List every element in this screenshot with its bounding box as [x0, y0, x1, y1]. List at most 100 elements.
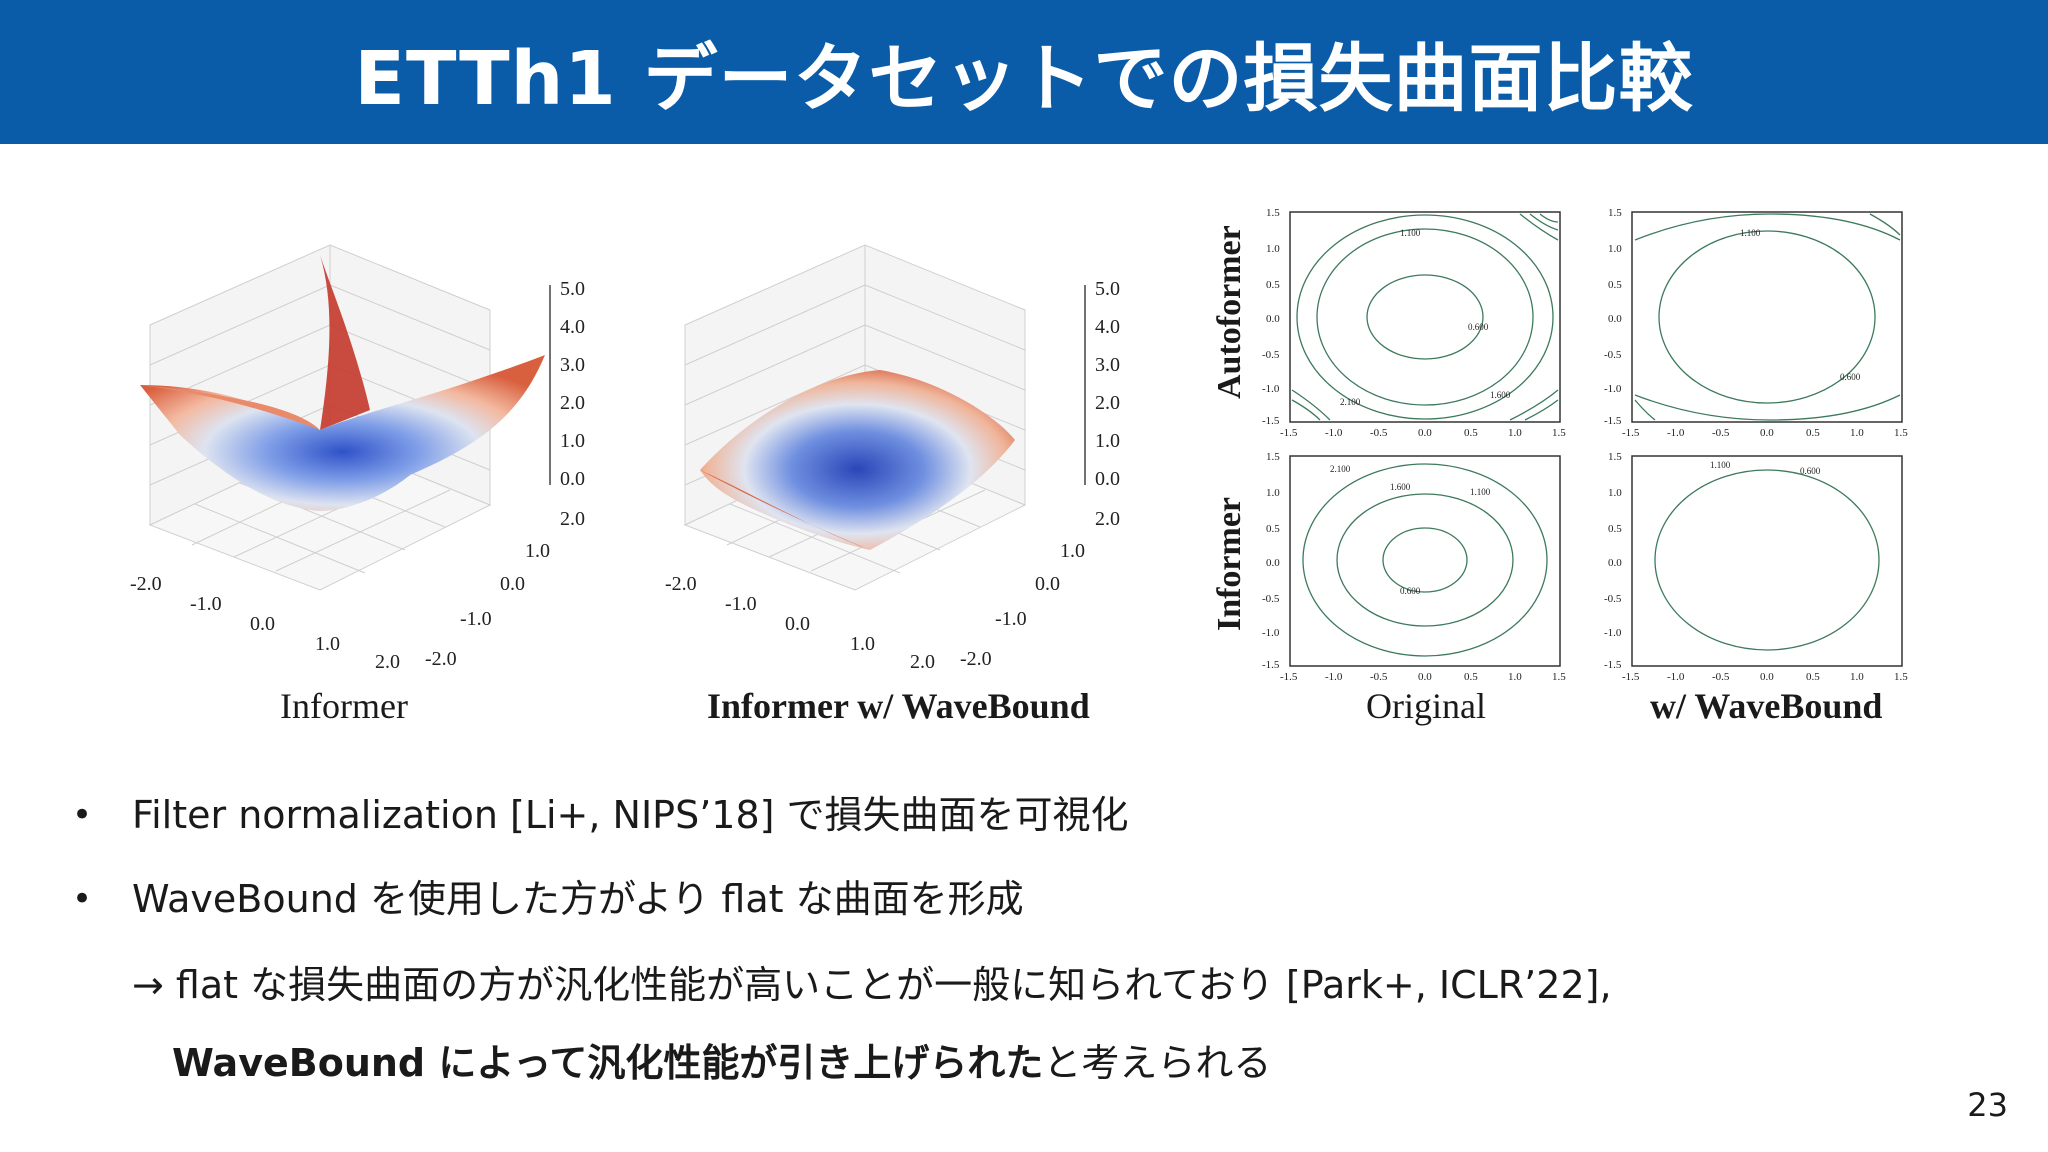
bullet-dot: • — [72, 795, 93, 835]
svg-text:-1.5: -1.5 — [1622, 671, 1640, 683]
svg-text:2.0: 2.0 — [560, 392, 585, 414]
svg-text:0.5: 0.5 — [1464, 427, 1478, 439]
svg-text:1.0: 1.0 — [1266, 243, 1280, 255]
svg-text:-1.5: -1.5 — [1280, 671, 1298, 683]
svg-text:1.0: 1.0 — [1608, 243, 1622, 255]
svg-text:1.0: 1.0 — [1608, 487, 1622, 499]
contour-grid: 1.100 0.600 1.600 2.100 1.100 0.600 2.10… — [1262, 207, 1908, 683]
svg-text:2.0: 2.0 — [375, 651, 400, 673]
svg-text:0.0: 0.0 — [250, 613, 275, 635]
svg-text:1.5: 1.5 — [1894, 671, 1908, 683]
svg-text:0.5: 0.5 — [1806, 427, 1820, 439]
svg-text:-1.0: -1.0 — [1604, 627, 1622, 639]
surface-plot-informer-wavebound: 5.0 4.0 3.0 2.0 1.0 0.0 -2.0 -1.0 0.0 1.… — [665, 244, 1120, 673]
svg-text:1.600: 1.600 — [1390, 482, 1411, 492]
svg-text:1.5: 1.5 — [1608, 451, 1622, 463]
svg-text:5.0: 5.0 — [1095, 278, 1120, 300]
svg-text:-2.0: -2.0 — [130, 573, 162, 595]
svg-text:-0.5: -0.5 — [1370, 427, 1388, 439]
svg-text:0.600: 0.600 — [1468, 322, 1489, 332]
svg-text:1.0: 1.0 — [1266, 487, 1280, 499]
svg-text:5.0: 5.0 — [560, 278, 585, 300]
svg-text:1.5: 1.5 — [1266, 207, 1280, 219]
svg-text:-1.0: -1.0 — [460, 608, 492, 630]
svg-text:-1.0: -1.0 — [1667, 427, 1685, 439]
svg-text:1.0: 1.0 — [1508, 671, 1522, 683]
svg-text:-2.0: -2.0 — [960, 648, 992, 670]
svg-text:0.5: 0.5 — [1806, 671, 1820, 683]
svg-text:3.0: 3.0 — [1095, 354, 1120, 376]
svg-text:1.0: 1.0 — [850, 633, 875, 655]
svg-text:1.0: 1.0 — [1095, 430, 1120, 452]
svg-text:2.0: 2.0 — [560, 508, 585, 530]
svg-text:0.0: 0.0 — [1760, 427, 1774, 439]
svg-text:1.0: 1.0 — [1850, 427, 1864, 439]
svg-text:2.100: 2.100 — [1340, 397, 1361, 407]
svg-text:1.0: 1.0 — [315, 633, 340, 655]
svg-text:0.0: 0.0 — [1760, 671, 1774, 683]
svg-text:1.0: 1.0 — [1508, 427, 1522, 439]
x-axis-ticks: -2.0 -1.0 0.0 1.0 2.0 — [130, 573, 400, 673]
svg-text:-1.0: -1.0 — [1262, 627, 1280, 639]
svg-text:2.0: 2.0 — [1095, 508, 1120, 530]
bullet-subline-2: WaveBound によって汎化性能が引き上げられたと考えられる — [172, 1038, 1271, 1088]
svg-text:4.0: 4.0 — [1095, 316, 1120, 338]
svg-text:-0.5: -0.5 — [1262, 593, 1280, 605]
svg-text:1.100: 1.100 — [1710, 460, 1731, 470]
contour-row-label-autoformer: Autoformer — [1211, 225, 1248, 399]
caption-informer: Informer — [280, 686, 408, 726]
svg-text:0.5: 0.5 — [1266, 523, 1280, 535]
svg-text:-1.5: -1.5 — [1262, 415, 1280, 427]
svg-text:1.100: 1.100 — [1400, 228, 1421, 238]
svg-text:-1.0: -1.0 — [725, 593, 757, 615]
surface-plot-informer: 5.0 4.0 3.0 2.0 1.0 0.0 -2.0 -1.0 0.0 1.… — [130, 244, 585, 673]
svg-text:1.100: 1.100 — [1470, 487, 1491, 497]
svg-text:1.0: 1.0 — [1060, 540, 1085, 562]
svg-text:0.0: 0.0 — [500, 573, 525, 595]
svg-text:-1.0: -1.0 — [1667, 671, 1685, 683]
bullet-subline-1: → flat な損失曲面の方が汎化性能が高いことが一般に知られており [Park… — [132, 963, 1612, 1007]
svg-text:-1.5: -1.5 — [1604, 659, 1622, 671]
bullet-subline-2-rest: と考えられる — [1043, 1041, 1272, 1085]
svg-text:0.0: 0.0 — [1266, 557, 1280, 569]
bullet-text-2: WaveBound を使用した方がより flat な曲面を形成 — [132, 877, 1024, 921]
svg-text:0.0: 0.0 — [1035, 573, 1060, 595]
title-bar: ETTh1 データセットでの損失曲面比較 — [0, 0, 2048, 144]
page-number: 23 — [1967, 1086, 2008, 1124]
svg-text:1.5: 1.5 — [1608, 207, 1622, 219]
contour-row-label-informer: Informer — [1211, 496, 1248, 632]
bullet-text-1: Filter normalization [Li+, NIPS’18] で損失曲… — [132, 793, 1129, 837]
svg-text:1.0: 1.0 — [525, 540, 550, 562]
svg-text:1.5: 1.5 — [1552, 427, 1566, 439]
svg-text:3.0: 3.0 — [560, 354, 585, 376]
bullet-item: • Filter normalization [Li+, NIPS’18] で損… — [72, 790, 1972, 840]
svg-text:0.5: 0.5 — [1266, 279, 1280, 291]
svg-text:0.0: 0.0 — [1418, 671, 1432, 683]
svg-text:0.600: 0.600 — [1840, 372, 1861, 382]
svg-text:-0.5: -0.5 — [1262, 349, 1280, 361]
svg-text:1.600: 1.600 — [1490, 390, 1511, 400]
svg-text:0.5: 0.5 — [1464, 671, 1478, 683]
svg-text:-2.0: -2.0 — [425, 648, 457, 670]
svg-text:-2.0: -2.0 — [665, 573, 697, 595]
svg-text:0.0: 0.0 — [1608, 313, 1622, 325]
svg-text:0.0: 0.0 — [560, 468, 585, 490]
svg-text:4.0: 4.0 — [560, 316, 585, 338]
svg-text:1.5: 1.5 — [1552, 671, 1566, 683]
svg-text:-1.5: -1.5 — [1280, 427, 1298, 439]
svg-text:-0.5: -0.5 — [1604, 349, 1622, 361]
svg-text:1.5: 1.5 — [1894, 427, 1908, 439]
svg-text:-1.5: -1.5 — [1262, 659, 1280, 671]
svg-text:0.0: 0.0 — [1608, 557, 1622, 569]
svg-text:0.5: 0.5 — [1608, 523, 1622, 535]
svg-text:1.0: 1.0 — [1850, 671, 1864, 683]
svg-text:1.5: 1.5 — [1266, 451, 1280, 463]
svg-text:-1.0: -1.0 — [190, 593, 222, 615]
slide-title: ETTh1 データセットでの損失曲面比較 — [354, 35, 1694, 122]
svg-text:-1.5: -1.5 — [1604, 415, 1622, 427]
svg-text:0.600: 0.600 — [1400, 586, 1421, 596]
caption-wavebound: w/ WaveBound — [1650, 686, 1883, 726]
svg-text:1.0: 1.0 — [560, 430, 585, 452]
svg-text:1.100: 1.100 — [1740, 228, 1761, 238]
svg-text:-1.0: -1.0 — [995, 608, 1027, 630]
